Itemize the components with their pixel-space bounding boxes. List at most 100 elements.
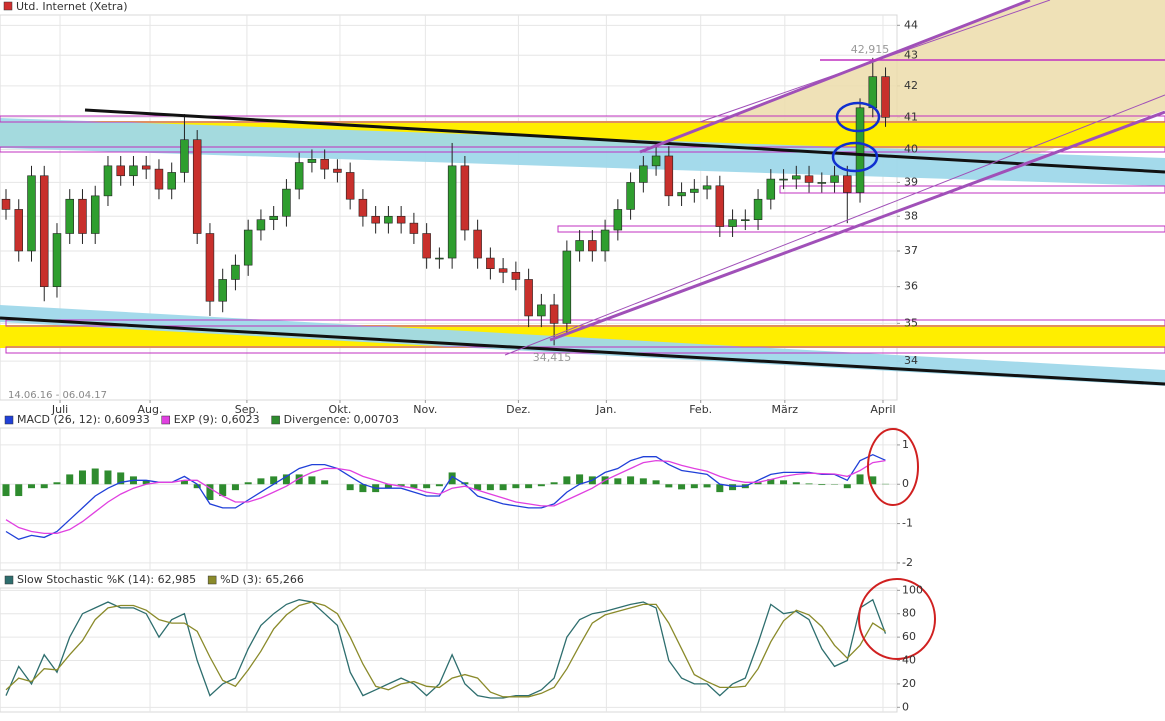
x-tick-label: Jan. [595,403,616,416]
candle-body [345,172,355,200]
candle-body [320,158,329,170]
histogram-bar [448,472,456,485]
y-tick-label: 40 [902,654,916,667]
histogram-bar [678,484,686,490]
high-label: 42,915 [851,43,890,56]
candle-body [90,195,100,234]
y-tick-label: 0 [902,700,909,713]
histogram-bar [869,476,877,485]
histogram-bar [2,484,10,497]
histogram-bar [627,476,635,485]
candle-body [804,175,814,183]
x-tick-label: Aug. [138,403,163,416]
legend-label: MACD (26, 12): 0,60933 [17,413,150,426]
candle-body [613,209,623,231]
candle-body [690,188,699,193]
level-box [0,146,1165,153]
candle-body [167,172,176,190]
trend-lines: 42,915 34,415 14.06.16 - 06.04.17 [0,0,1165,660]
y-tick-label: 80 [902,607,916,620]
x-tick-label: April [870,403,895,416]
x-tick-label: Nov. [413,403,437,416]
histogram-bar [295,474,303,485]
trend-line [84,108,1165,174]
channel-line [699,0,1051,123]
candle-body [537,304,546,317]
y-tick-label: 0 [902,477,909,490]
histogram-bar [104,470,112,485]
y-tick-label: 1 [902,438,909,451]
date-range: 14.06.16 - 06.04.17 [8,390,107,401]
y-tick-label: 40 [904,142,918,155]
candle-body [78,198,87,234]
histogram-bar [461,482,469,485]
candle-body [830,175,839,183]
histogram-bar [282,474,290,485]
legend-swatch [271,415,280,425]
histogram-bar [486,484,494,491]
histogram-bar [665,484,673,488]
legend-label: Divergence: 0,00703 [284,413,399,426]
candle-body [384,215,393,224]
chart-title: Utd. Internet (Xetra) [16,0,127,13]
histogram-bar [257,478,265,485]
x-tick-label: Sep. [235,403,259,416]
candle-body [741,219,750,221]
candle-body [333,168,342,173]
y-tick-label: 36 [904,280,918,293]
x-tick-label: Dez. [506,403,531,416]
legends: 34 35 36 37 38 39 40 41 42 43 44 Utd. Internet (Xet… [3,0,923,713]
beige-zone [640,0,1165,160]
y-tick-label: 37 [904,244,918,257]
histogram-bar [91,468,99,485]
legend-swatch [4,415,14,425]
histogram-bar [614,478,622,485]
x-tick-label: Okt. [329,403,352,416]
y-tick-label: -1 [902,517,913,530]
candle-body [154,168,164,190]
histogram-bar [219,484,227,497]
candle-body [766,178,776,200]
candle-body [422,233,431,259]
candle-body [52,233,62,287]
histogram-bar [792,482,800,485]
candle-body [639,165,648,183]
candle-body [192,139,202,234]
y-tick-label: 34 [904,354,918,367]
candle-body [524,279,533,317]
candle-body [256,219,266,231]
histogram-bar [117,472,125,485]
candle-body [715,185,725,227]
histogram-bar [231,484,239,491]
candle-body [129,165,138,177]
y-tick-label: 60 [902,630,916,643]
channel-line [549,110,1165,342]
candle-body [562,250,572,324]
histogram-bar [703,484,711,488]
candle-body [205,233,215,302]
histogram-bar [537,484,545,487]
x-tick-label: Feb. [689,403,712,416]
candle-body [358,198,368,217]
series-line [5,459,886,535]
histogram-bar [690,484,698,489]
candle-body [103,165,113,197]
highlight-circle [835,101,881,133]
level-box [5,346,1165,354]
histogram-bar [576,474,584,485]
histogram-bar [142,480,150,485]
histogram-bar [193,484,201,489]
histogram-bar [66,474,74,485]
candle-body [116,165,125,177]
candle-body [753,198,763,220]
channel-line [639,0,1031,154]
blue-channel [0,305,1165,386]
y-tick-label: 41 [904,110,918,123]
highlight-circle [858,578,936,660]
legend-swatch [207,575,217,585]
candle-body [460,165,470,231]
histogram-bar [652,480,660,485]
histogram-bar [563,476,571,485]
y-tick-label: 35 [904,316,918,329]
highlight-circle [867,428,919,506]
